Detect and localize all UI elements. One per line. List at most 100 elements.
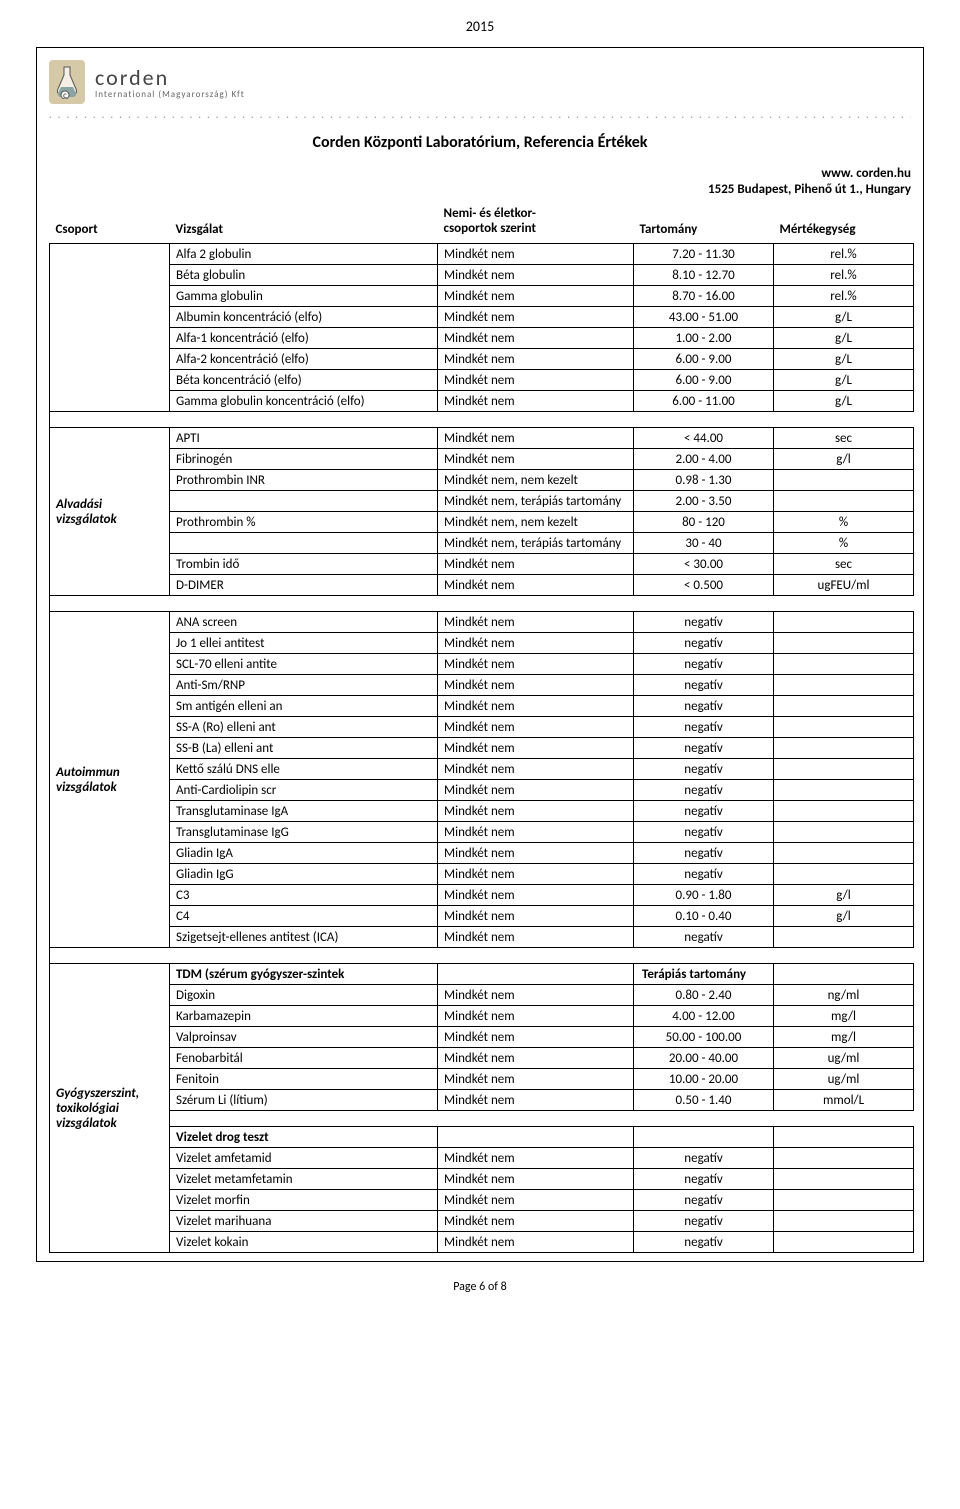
table-row: Alfa-1 koncentráció (elfo)Mindkét nem1.0… xyxy=(50,328,914,349)
test-name: Alfa-1 koncentráció (elfo) xyxy=(170,328,438,349)
unit-cell: mmol/L xyxy=(774,1090,914,1111)
range-cell: Terápiás tartomány xyxy=(634,964,774,985)
unit-cell xyxy=(774,1169,914,1190)
table-row: Alvadási vizsgálatokAPTIMindkét nem< 44.… xyxy=(50,428,914,449)
unit-cell xyxy=(774,927,914,948)
test-name: Anti-Cardiolipin scr xyxy=(170,780,438,801)
table-row: Vizelet marihuanaMindkét nemnegatív xyxy=(50,1211,914,1232)
test-name: Vizelet metamfetamin xyxy=(170,1169,438,1190)
range-cell: < 30.00 xyxy=(634,554,774,575)
unit-cell xyxy=(774,491,914,512)
range-cell: negatív xyxy=(634,1190,774,1211)
note-cell: Mindkét nem xyxy=(438,738,634,759)
table-row: C4Mindkét nem0.10 - 0.40g/l xyxy=(50,906,914,927)
test-name: Albumin koncentráció (elfo) xyxy=(170,307,438,328)
range-cell: negatív xyxy=(634,1211,774,1232)
range-cell: negatív xyxy=(634,612,774,633)
note-cell: Mindkét nem xyxy=(438,717,634,738)
range-cell: 6.00 - 11.00 xyxy=(634,391,774,412)
note-cell: Mindkét nem xyxy=(438,1069,634,1090)
note-cell: Mindkét nem xyxy=(438,1148,634,1169)
test-name: Szigetsejt-ellenes antitest (ICA) xyxy=(170,927,438,948)
note-cell: Mindkét nem xyxy=(438,1211,634,1232)
note-cell: Mindkét nem xyxy=(438,1027,634,1048)
range-cell: 30 - 40 xyxy=(634,533,774,554)
unit-cell: g/L xyxy=(774,307,914,328)
col-note-l1: Nemi- és életkor- xyxy=(444,206,536,221)
test-name: Prothrombin % xyxy=(170,512,438,533)
table-row: Prothrombin INRMindkét nem, nem kezelt0.… xyxy=(50,470,914,491)
unit-cell: % xyxy=(774,512,914,533)
unit-cell xyxy=(774,675,914,696)
range-cell: 10.00 - 20.00 xyxy=(634,1069,774,1090)
table-row: Szérum Li (lítium)Mindkét nem0.50 - 1.40… xyxy=(50,1090,914,1111)
table-row: Mindkét nem, terápiás tartomány2.00 - 3.… xyxy=(50,491,914,512)
unit-cell xyxy=(774,964,914,985)
test-name: Béta koncentráció (elfo) xyxy=(170,370,438,391)
table-row: Vizelet morfinMindkét nemnegatív xyxy=(50,1190,914,1211)
brand-name: corden xyxy=(95,64,245,91)
unit-cell xyxy=(774,1190,914,1211)
table-row: Transglutaminase IgAMindkét nemnegatív xyxy=(50,801,914,822)
note-cell: Mindkét nem xyxy=(438,780,634,801)
table-row: SS-A (Ro) elleni antMindkét nemnegatív xyxy=(50,717,914,738)
test-name: Trombin idő xyxy=(170,554,438,575)
note-cell: Mindkét nem xyxy=(438,244,634,265)
group-label: Alvadási vizsgálatok xyxy=(50,428,170,596)
unit-cell xyxy=(774,470,914,491)
range-cell: negatív xyxy=(634,675,774,696)
test-name: Gamma globulin xyxy=(170,286,438,307)
table-row: Béta globulinMindkét nem8.10 - 12.70rel.… xyxy=(50,265,914,286)
test-name: Jo 1 ellei antitest xyxy=(170,633,438,654)
range-cell: 0.80 - 2.40 xyxy=(634,985,774,1006)
range-cell: 2.00 - 4.00 xyxy=(634,449,774,470)
table-row: Gamma globulin koncentráció (elfo)Mindké… xyxy=(50,391,914,412)
note-cell: Mindkét nem xyxy=(438,349,634,370)
test-name: Fenobarbitál xyxy=(170,1048,438,1069)
document-frame: C corden International (Magyarország) Kf… xyxy=(36,47,924,1262)
note-cell: Mindkét nem xyxy=(438,822,634,843)
range-cell: 8.70 - 16.00 xyxy=(634,286,774,307)
range-cell: negatív xyxy=(634,633,774,654)
test-name: SS-B (La) elleni ant xyxy=(170,738,438,759)
table-row: Szigetsejt-ellenes antitest (ICA)Mindkét… xyxy=(50,927,914,948)
table-row: FibrinogénMindkét nem2.00 - 4.00g/l xyxy=(50,449,914,470)
unit-cell: g/L xyxy=(774,328,914,349)
range-cell: 4.00 - 12.00 xyxy=(634,1006,774,1027)
range-cell: negatív xyxy=(634,780,774,801)
test-name: SCL-70 elleni antite xyxy=(170,654,438,675)
brand-subtitle: International (Magyarország) Kft xyxy=(95,89,245,100)
range-cell: 2.00 - 3.50 xyxy=(634,491,774,512)
col-range: Tartomány xyxy=(634,205,774,243)
range-cell: 6.00 - 9.00 xyxy=(634,349,774,370)
note-cell: Mindkét nem xyxy=(438,554,634,575)
note-cell: Mindkét nem xyxy=(438,927,634,948)
range-cell: 6.00 - 9.00 xyxy=(634,370,774,391)
note-cell: Mindkét nem xyxy=(438,759,634,780)
note-cell: Mindkét nem xyxy=(438,675,634,696)
test-name: Gamma globulin koncentráció (elfo) xyxy=(170,391,438,412)
range-cell: 7.20 - 11.30 xyxy=(634,244,774,265)
note-cell: Mindkét nem xyxy=(438,328,634,349)
note-cell: Mindkét nem xyxy=(438,1232,634,1253)
table-row: FenobarbitálMindkét nem20.00 - 40.00ug/m… xyxy=(50,1048,914,1069)
test-name: ANA screen xyxy=(170,612,438,633)
page-year: 2015 xyxy=(36,18,924,35)
unit-cell xyxy=(774,1211,914,1232)
test-name: Szérum Li (lítium) xyxy=(170,1090,438,1111)
table-row: C3Mindkét nem0.90 - 1.80g/l xyxy=(50,885,914,906)
note-cell: Mindkét nem xyxy=(438,575,634,596)
note-cell: Mindkét nem xyxy=(438,906,634,927)
test-name: D-DIMER xyxy=(170,575,438,596)
col-note: Nemi- és életkor- csoportok szerint xyxy=(438,205,634,243)
range-cell: negatív xyxy=(634,1169,774,1190)
range-cell: negatív xyxy=(634,738,774,759)
unit-cell xyxy=(774,864,914,885)
url-text: www. corden.hu xyxy=(821,166,911,181)
test-name: Transglutaminase IgA xyxy=(170,801,438,822)
table-row: Gamma globulinMindkét nem8.70 - 16.00rel… xyxy=(50,286,914,307)
range-cell: 20.00 - 40.00 xyxy=(634,1048,774,1069)
test-name: Gliadin IgG xyxy=(170,864,438,885)
range-cell: < 0.500 xyxy=(634,575,774,596)
unit-cell: rel.% xyxy=(774,244,914,265)
